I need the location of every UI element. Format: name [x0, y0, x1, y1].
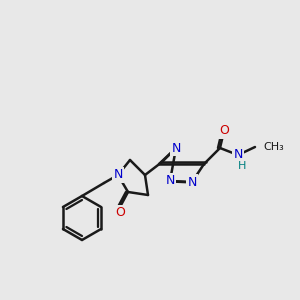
- Text: O: O: [115, 206, 125, 220]
- Text: N: N: [233, 148, 243, 160]
- Text: CH₃: CH₃: [263, 142, 284, 152]
- Text: O: O: [219, 124, 229, 137]
- Text: N: N: [187, 176, 197, 188]
- Text: N: N: [113, 169, 123, 182]
- Text: N: N: [171, 142, 181, 154]
- Text: H: H: [238, 161, 246, 171]
- Text: N: N: [165, 175, 175, 188]
